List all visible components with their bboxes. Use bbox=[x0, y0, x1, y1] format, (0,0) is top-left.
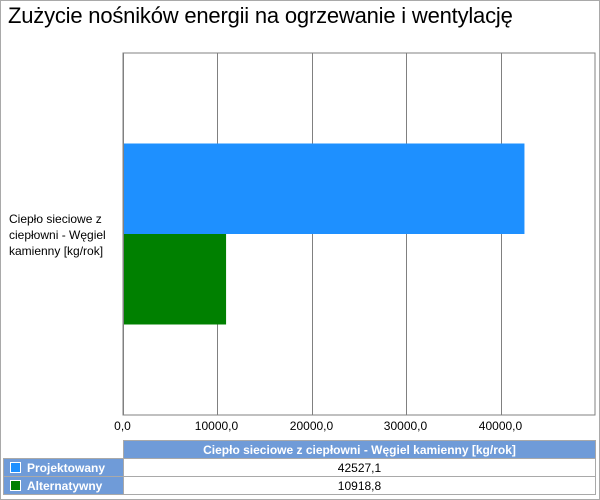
x-tick-label: 30000,0 bbox=[384, 419, 428, 433]
legend-label: Projektowany bbox=[27, 460, 106, 475]
x-tick-label: 40000,0 bbox=[479, 419, 523, 433]
bar-projektowany bbox=[123, 143, 525, 234]
x-tick-label: 0,0 bbox=[114, 419, 131, 433]
table-cell-value: 42527,1 bbox=[123, 458, 596, 477]
data-table: Ciepło sieciowe z ciepłowni - Węgiel kam… bbox=[3, 440, 596, 495]
table-row: Projektowany 42527,1 bbox=[3, 458, 596, 477]
x-tick-label: 20000,0 bbox=[290, 419, 334, 433]
legend-swatch-icon bbox=[10, 461, 21, 473]
category-label: Ciepło sieciowe z ciepłowni - Węgiel kam… bbox=[9, 212, 106, 258]
table-corner bbox=[4, 441, 124, 459]
x-tick-label: 10000,0 bbox=[195, 419, 239, 433]
bar-alternatywny bbox=[123, 234, 227, 325]
legend-item-projektowany: Projektowany bbox=[3, 458, 124, 477]
legend-swatch-icon bbox=[10, 479, 21, 491]
table-row: Alternatywny 10918,8 bbox=[3, 476, 596, 495]
table-header: Ciepło sieciowe z ciepłowni - Węgiel kam… bbox=[123, 440, 596, 459]
table-cell-value: 10918,8 bbox=[123, 476, 596, 495]
legend-label: Alternatywny bbox=[27, 478, 103, 493]
table-header-row: Ciepło sieciowe z ciepłowni - Węgiel kam… bbox=[4, 440, 596, 459]
chart-title: Zużycie nośników energii na ogrzewanie i… bbox=[8, 3, 513, 28]
legend-item-alternatywny: Alternatywny bbox=[3, 476, 124, 495]
